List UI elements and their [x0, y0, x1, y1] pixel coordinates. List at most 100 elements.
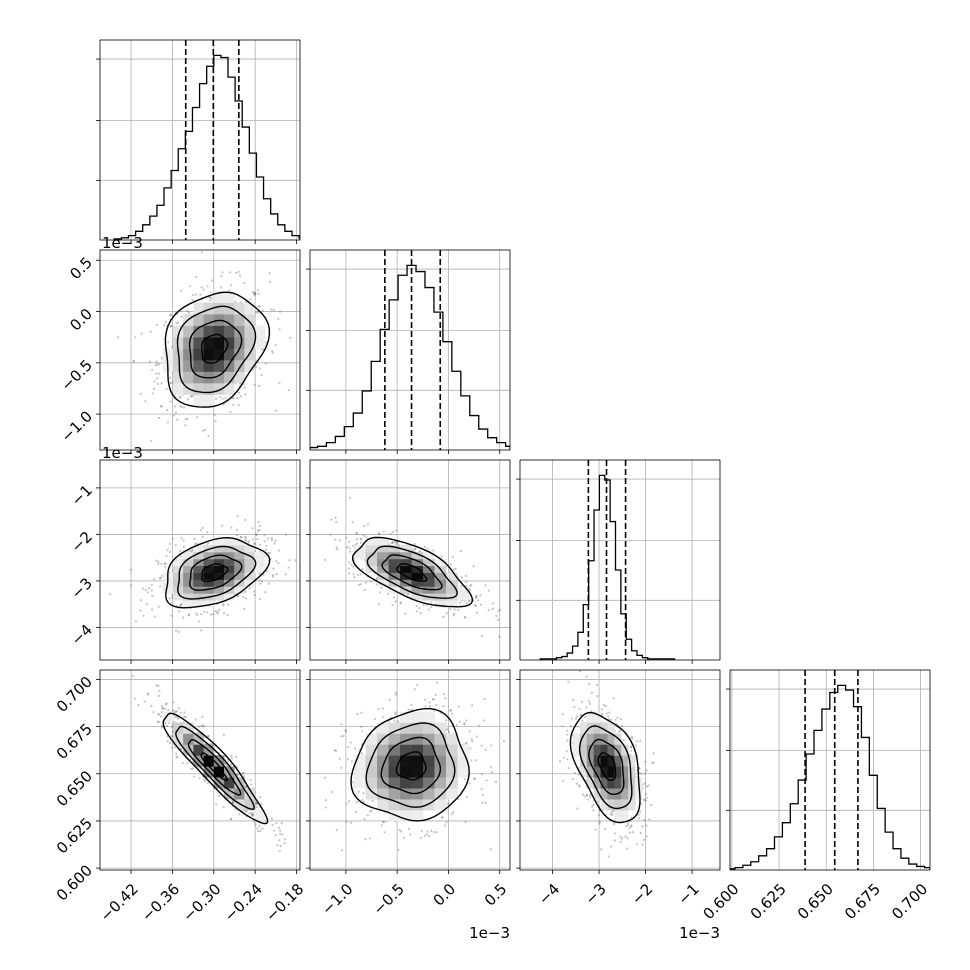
sample-point: [206, 781, 209, 785]
density-cell: [457, 766, 470, 778]
sample-point: [449, 607, 452, 611]
density-cell: [224, 579, 235, 587]
sample-point: [637, 813, 640, 817]
sample-point: [647, 784, 650, 787]
sample-point: [418, 607, 421, 610]
sample-point: [631, 737, 634, 740]
sample-point: [543, 782, 545, 784]
density-cell: [183, 325, 194, 338]
density-cell: [234, 538, 245, 546]
sample-point: [252, 292, 256, 295]
sample-point: [386, 592, 389, 596]
density-cell: [446, 744, 458, 756]
sample-point: [449, 563, 452, 566]
sample-point: [232, 403, 235, 406]
sample-point: [195, 416, 199, 419]
sample-point: [394, 529, 397, 532]
sample-point: [340, 723, 343, 726]
sample-point: [254, 292, 257, 295]
sample-point: [179, 747, 183, 750]
density-cell: [234, 551, 245, 560]
sample-point: [175, 321, 178, 325]
density-cell: [213, 558, 225, 567]
contour-2: [365, 722, 456, 808]
sample-point: [254, 542, 257, 545]
sample-point: [644, 793, 647, 796]
sample-point: [336, 548, 339, 551]
sample-point: [207, 542, 210, 545]
density-cell: [213, 777, 225, 789]
sample-point: [179, 604, 182, 607]
sample-point: [171, 596, 174, 599]
density-cell: [377, 545, 389, 553]
density-cell: [193, 371, 204, 384]
density-cell: [434, 600, 447, 608]
sample-point: [194, 718, 197, 721]
sample-point: [463, 615, 466, 618]
sample-point: [232, 802, 235, 805]
sample-point: [352, 572, 355, 576]
sample-point: [159, 576, 162, 579]
density-cell: [234, 799, 245, 811]
sample-point: [620, 837, 624, 840]
sample-point: [513, 624, 515, 626]
sample-point: [278, 381, 281, 385]
sample-point: [259, 795, 262, 799]
sample-point: [338, 539, 341, 542]
sample-point: [270, 308, 273, 311]
sample-point: [277, 826, 280, 829]
sample-point: [476, 599, 480, 602]
sample-point: [173, 405, 176, 408]
sample-point: [243, 281, 246, 284]
sample-point: [596, 695, 599, 698]
sample-point: [160, 724, 164, 727]
sample-point: [363, 818, 366, 821]
sample-point: [253, 593, 256, 597]
sample-point: [352, 544, 355, 547]
sample-point: [394, 691, 397, 694]
sample-point: [218, 609, 221, 612]
density-cell: [224, 565, 235, 573]
sample-point: [334, 538, 337, 541]
sample-point: [183, 715, 186, 718]
sample-point: [342, 734, 345, 738]
sample-point: [180, 537, 183, 540]
sample-point: [435, 831, 438, 834]
sample-point: [383, 831, 386, 834]
sample-point: [413, 542, 416, 546]
sample-point: [271, 350, 274, 353]
sample-point: [268, 280, 272, 283]
sample-point: [635, 744, 638, 747]
sample-point: [245, 597, 248, 600]
sample-point: [470, 704, 474, 707]
density-cell: [423, 551, 435, 560]
sample-point: [274, 539, 277, 542]
density-cell: [423, 579, 435, 587]
sample-point: [644, 760, 647, 763]
sample-point: [206, 531, 209, 534]
sample-point: [569, 725, 572, 728]
sample-point: [277, 549, 280, 552]
sample-point: [167, 708, 170, 712]
sample-point: [199, 293, 202, 296]
density-cell: [193, 744, 204, 756]
sample-point: [630, 745, 633, 748]
sample-point: [393, 719, 396, 722]
density-cell: [388, 722, 401, 734]
density-cell: [254, 551, 266, 560]
density-cell: [400, 545, 412, 553]
sample-point: [475, 611, 479, 614]
sample-point: [431, 698, 435, 701]
density-cell: [172, 371, 184, 384]
density-cell: [213, 572, 225, 580]
sample-point: [229, 410, 232, 414]
sample-point: [264, 362, 267, 365]
density-cell: [234, 325, 245, 338]
sample-point: [279, 844, 282, 848]
density-cell: [423, 711, 435, 723]
density-cell: [213, 382, 225, 395]
panel-frame: [519, 459, 721, 661]
sample-point: [215, 803, 218, 806]
sample-point: [364, 535, 367, 538]
sample-point: [229, 271, 232, 274]
